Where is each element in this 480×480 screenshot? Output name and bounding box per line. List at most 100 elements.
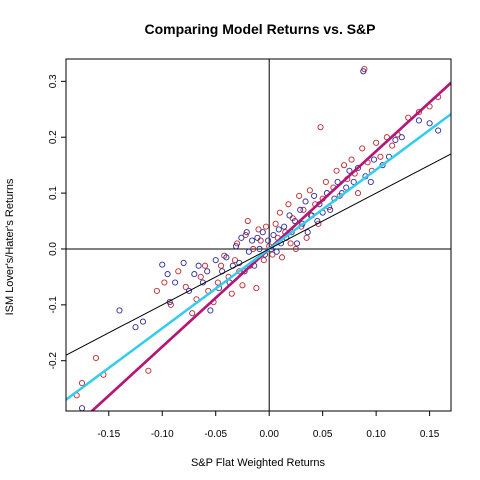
series-1-point: [167, 301, 174, 308]
series-1-point: [239, 282, 246, 289]
series-2-point: [435, 127, 442, 134]
series-2-point: [243, 229, 250, 236]
series-2-point: [354, 164, 362, 172]
series-2-point: [164, 271, 171, 278]
y-axis: -0.2 -0.1 0.0 0.1 0.2 0.3: [48, 74, 66, 369]
series-1-point: [300, 206, 307, 213]
series-2-point: [254, 234, 261, 241]
series-2-point: [159, 261, 166, 268]
series-1-point: [389, 142, 396, 149]
series-2-point: [398, 134, 405, 141]
y-tick-label: -0.1: [48, 296, 59, 314]
series-2-point: [259, 229, 266, 236]
series-1-point: [92, 354, 99, 361]
series-2-point: [245, 248, 252, 255]
series-2-point: [302, 198, 309, 205]
series-2-point: [195, 262, 202, 269]
series-1-point: [348, 156, 355, 163]
reference-lines: [66, 59, 451, 411]
series-1-point: [145, 367, 152, 374]
x-tick-label: 0.15: [420, 429, 440, 440]
series-1-point: [197, 273, 204, 280]
data-points: [73, 66, 442, 411]
series-1-point: [272, 220, 279, 227]
series-2-point: [297, 206, 304, 213]
series-2-point: [293, 240, 301, 247]
series-1-point: [285, 201, 292, 208]
series-1-point: [175, 268, 182, 275]
x-tick-label: 0.10: [366, 429, 386, 440]
series-2-point: [139, 318, 147, 325]
series-1-point: [218, 262, 225, 269]
series-2-point: [191, 271, 198, 278]
series-1-point: [278, 254, 286, 261]
series-1-point: [341, 162, 348, 169]
series-2-point: [204, 268, 211, 275]
series-1-point: [333, 167, 340, 174]
y-tick-label: 0.0: [48, 242, 59, 256]
series-1-point: [182, 283, 189, 291]
series-2-point: [370, 156, 378, 163]
y-axis-label: ISM Lover's/Hater's Returns: [4, 178, 16, 315]
series-1-point: [262, 223, 270, 230]
series-1-point: [250, 245, 257, 253]
chart-title: Comparing Model Returns vs. S&P: [144, 21, 375, 37]
series-1-point: [415, 109, 422, 116]
series-2-point: [291, 217, 298, 225]
x-tick-label: 0.00: [259, 429, 279, 440]
fit-line-2: [90, 81, 451, 411]
x-tick-label: -0.05: [204, 429, 227, 440]
series-1-point: [257, 237, 264, 244]
series-1-point: [315, 220, 322, 227]
series-1-point: [234, 240, 241, 247]
series-1-point: [189, 310, 196, 317]
series-1-point: [253, 285, 260, 292]
series-1-point: [269, 251, 276, 258]
x-axis-label: S&P Flat Weighted Returns: [191, 457, 326, 469]
series-2-point: [132, 324, 139, 331]
series-2-point: [286, 212, 293, 219]
series-2-point: [223, 254, 230, 261]
series-1-point: [228, 290, 235, 297]
series-1-point: [292, 245, 299, 253]
regression-lines: [66, 81, 451, 411]
series-2-point: [334, 178, 341, 185]
series-1-point: [161, 279, 168, 286]
series-1-point: [260, 257, 267, 264]
series-2-point: [379, 162, 386, 169]
series-2-point: [392, 136, 399, 144]
series-2-point: [172, 279, 179, 286]
x-axis: -0.15 -0.10 -0.05 0.00 0.05 0.10 0.15: [97, 411, 440, 440]
series-1-point: [276, 209, 283, 216]
series-2-point: [426, 120, 433, 127]
x-tick-label: 0.05: [313, 429, 333, 440]
series-1-point: [153, 287, 160, 294]
series-2-point: [360, 68, 367, 75]
series-1-point: [303, 234, 310, 241]
series-2-point: [78, 405, 86, 411]
series-1-point: [78, 380, 86, 387]
series-2-point: [180, 259, 187, 266]
series-2-point: [116, 307, 123, 314]
series-2-point: [207, 307, 214, 314]
series-2-point: [273, 248, 280, 255]
series-1-point: [354, 190, 362, 197]
series-1-point: [373, 139, 380, 146]
series-1-point: [255, 226, 262, 233]
series-2-point: [415, 117, 422, 124]
series-2-point: [232, 243, 240, 250]
series-1-point: [317, 124, 324, 131]
series-2-point: [270, 231, 277, 239]
series-2-point: [185, 287, 193, 294]
series-1-point: [287, 240, 294, 247]
series-1-point: [322, 178, 329, 185]
x-tick-label: -0.10: [151, 429, 174, 440]
series-2-point: [311, 192, 318, 199]
series-1-point: [306, 187, 313, 194]
series-2-point: [212, 257, 219, 264]
series-2-point: [304, 229, 311, 236]
series-2-point: [281, 223, 288, 230]
series-2-point: [350, 178, 357, 185]
x-tick-label: -0.15: [97, 429, 120, 440]
